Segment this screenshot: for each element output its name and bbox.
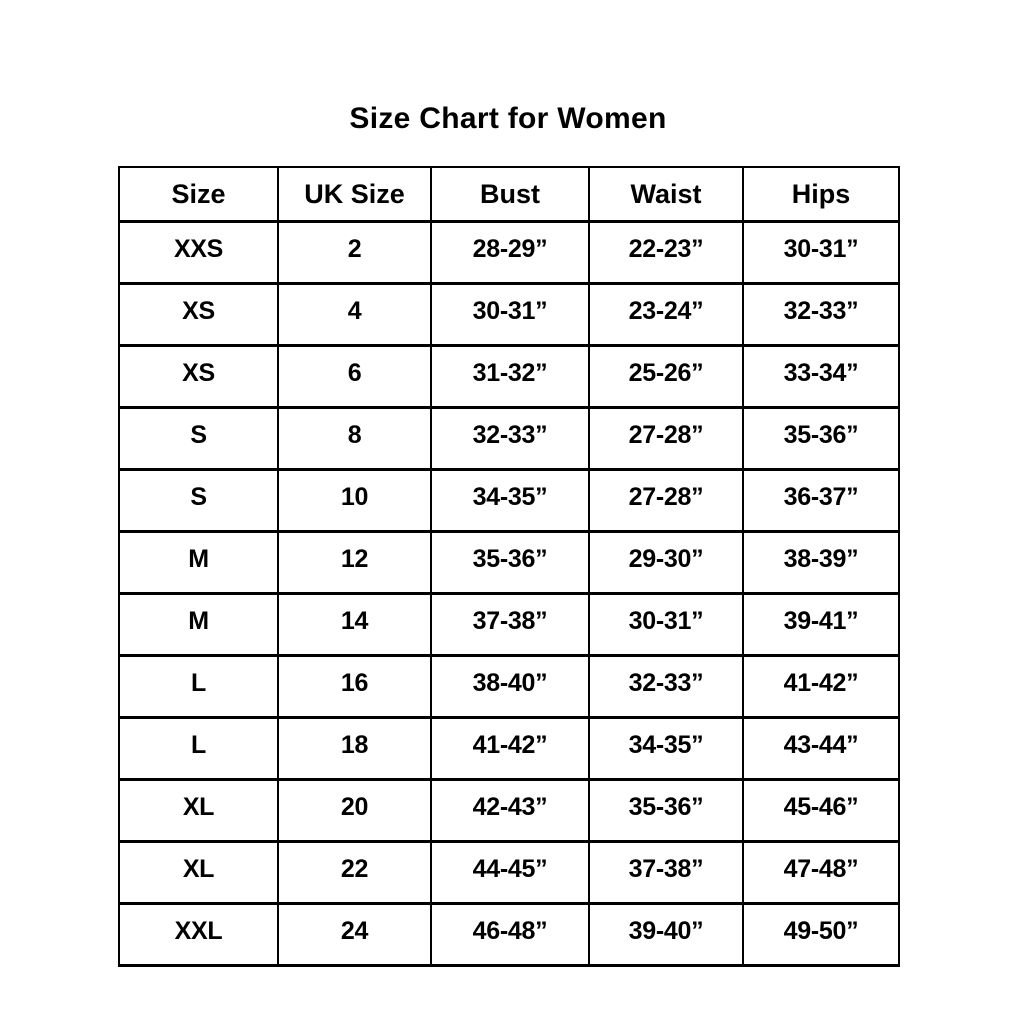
cell-size: XL [118,840,279,905]
table-row: XXS 2 28-29” 22-23” 30-31” [118,220,900,285]
cell-size: XS [118,344,279,409]
cell-size: S [118,406,279,471]
cell-size: XL [118,778,279,843]
header-cell-size: Size [118,166,279,223]
cell-waist: 34-35” [588,716,744,781]
table-row: M 12 35-36” 29-30” 38-39” [118,530,900,595]
cell-uk: 24 [277,902,432,967]
cell-waist: 35-36” [588,778,744,843]
cell-hips: 32-33” [742,282,900,347]
cell-uk: 2 [277,220,432,285]
cell-waist: 27-28” [588,468,744,533]
cell-bust: 38-40” [430,654,590,719]
cell-hips: 38-39” [742,530,900,595]
header-cell-hips: Hips [742,166,900,223]
cell-hips: 30-31” [742,220,900,285]
cell-size: L [118,654,279,719]
cell-uk: 10 [277,468,432,533]
cell-uk: 4 [277,282,432,347]
header-cell-uk-size: UK Size [277,166,432,223]
table-row: XL 20 42-43” 35-36” 45-46” [118,778,900,843]
cell-hips: 41-42” [742,654,900,719]
cell-size: XXS [118,220,279,285]
cell-uk: 8 [277,406,432,471]
table-row: L 18 41-42” 34-35” 43-44” [118,716,900,781]
header-cell-bust: Bust [430,166,590,223]
cell-waist: 22-23” [588,220,744,285]
cell-bust: 28-29” [430,220,590,285]
cell-waist: 27-28” [588,406,744,471]
table-row: L 16 38-40” 32-33” 41-42” [118,654,900,719]
table-row: XL 22 44-45” 37-38” 47-48” [118,840,900,905]
cell-uk: 22 [277,840,432,905]
table-row: XS 4 30-31” 23-24” 32-33” [118,282,900,347]
table-row: S 10 34-35” 27-28” 36-37” [118,468,900,533]
cell-hips: 45-46” [742,778,900,843]
cell-size: S [118,468,279,533]
cell-waist: 37-38” [588,840,744,905]
table-row: M 14 37-38” 30-31” 39-41” [118,592,900,657]
cell-hips: 43-44” [742,716,900,781]
cell-bust: 37-38” [430,592,590,657]
cell-size: M [118,592,279,657]
cell-uk: 16 [277,654,432,719]
cell-size: L [118,716,279,781]
cell-waist: 29-30” [588,530,744,595]
cell-waist: 39-40” [588,902,744,967]
cell-hips: 49-50” [742,902,900,967]
cell-hips: 33-34” [742,344,900,409]
cell-bust: 34-35” [430,468,590,533]
cell-waist: 32-33” [588,654,744,719]
cell-uk: 6 [277,344,432,409]
cell-bust: 41-42” [430,716,590,781]
header-row: Size UK Size Bust Waist Hips [118,166,900,223]
cell-bust: 32-33” [430,406,590,471]
size-chart-table: Size UK Size Bust Waist Hips XXS 2 28-29… [118,166,900,967]
cell-uk: 18 [277,716,432,781]
cell-bust: 42-43” [430,778,590,843]
cell-waist: 30-31” [588,592,744,657]
cell-size: XXL [118,902,279,967]
table-row: XXL 24 46-48” 39-40” 49-50” [118,902,900,967]
cell-waist: 23-24” [588,282,744,347]
page-title: Size Chart for Women [349,102,667,135]
cell-bust: 31-32” [430,344,590,409]
cell-size: XS [118,282,279,347]
table-row: XS 6 31-32” 25-26” 33-34” [118,344,900,409]
cell-uk: 20 [277,778,432,843]
cell-bust: 30-31” [430,282,590,347]
cell-hips: 36-37” [742,468,900,533]
table-row: S 8 32-33” 27-28” 35-36” [118,406,900,471]
cell-hips: 35-36” [742,406,900,471]
cell-uk: 14 [277,592,432,657]
cell-hips: 47-48” [742,840,900,905]
cell-bust: 44-45” [430,840,590,905]
cell-bust: 46-48” [430,902,590,967]
cell-hips: 39-41” [742,592,900,657]
cell-waist: 25-26” [588,344,744,409]
cell-size: M [118,530,279,595]
header-cell-waist: Waist [588,166,744,223]
cell-bust: 35-36” [430,530,590,595]
cell-uk: 12 [277,530,432,595]
